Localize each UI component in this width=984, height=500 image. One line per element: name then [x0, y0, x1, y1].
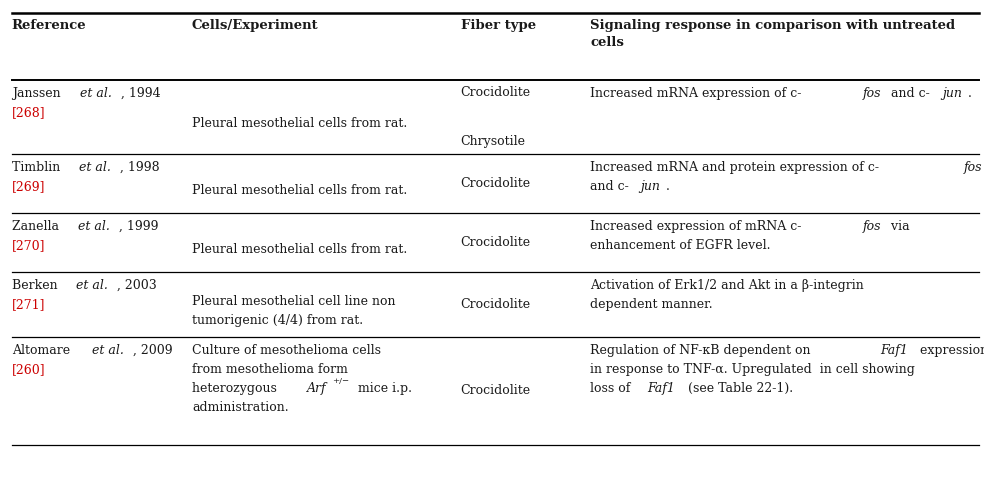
Text: fos: fos [863, 220, 882, 233]
Text: via: via [887, 220, 909, 233]
Text: heterozygous: heterozygous [192, 382, 280, 395]
Text: , 2003: , 2003 [117, 279, 156, 292]
Text: Regulation of NF-κB dependent on: Regulation of NF-κB dependent on [590, 344, 815, 357]
Text: Increased expression of mRNA c-: Increased expression of mRNA c- [590, 220, 802, 233]
Text: [269]: [269] [12, 180, 45, 193]
Text: [268]: [268] [12, 106, 45, 119]
Text: Increased mRNA expression of c-: Increased mRNA expression of c- [590, 87, 802, 100]
Text: from mesothelioma form: from mesothelioma form [192, 363, 347, 376]
Text: Janssen: Janssen [12, 87, 64, 100]
Text: et al.: et al. [76, 279, 107, 292]
Text: fos: fos [963, 161, 982, 174]
Text: Crocidolite: Crocidolite [461, 236, 530, 249]
Text: Cells/Experiment: Cells/Experiment [192, 19, 319, 32]
Text: Altomare: Altomare [12, 344, 74, 357]
Text: Reference: Reference [12, 19, 87, 32]
Text: Faf1: Faf1 [647, 382, 676, 395]
Text: Pleural mesothelial cells from rat.: Pleural mesothelial cells from rat. [192, 184, 407, 196]
Text: [260]: [260] [12, 363, 45, 376]
Text: et al.: et al. [78, 220, 109, 233]
Text: Timblin: Timblin [12, 161, 64, 174]
Text: and c-: and c- [590, 180, 629, 193]
Text: Zanella: Zanella [12, 220, 63, 233]
Text: .: . [666, 180, 670, 193]
Text: et al.: et al. [80, 161, 111, 174]
Text: +/−: +/− [332, 377, 349, 385]
Text: in response to TNF-α. Upregulated  in cell showing: in response to TNF-α. Upregulated in cel… [590, 363, 915, 376]
Text: Crocidolite

Chrysotile: Crocidolite Chrysotile [461, 86, 530, 148]
Text: (see Table 22-1).: (see Table 22-1). [684, 382, 793, 395]
Text: enhancement of EGFR level.: enhancement of EGFR level. [590, 239, 770, 252]
Text: [270]: [270] [12, 239, 45, 252]
Text: et al.: et al. [80, 87, 111, 100]
Text: Activation of Erk1/2 and Akt in a β-integrin: Activation of Erk1/2 and Akt in a β-inte… [590, 279, 864, 292]
Text: loss of: loss of [590, 382, 635, 395]
Text: Pleural mesothelial cell line non: Pleural mesothelial cell line non [192, 295, 396, 308]
Text: Crocidolite: Crocidolite [461, 384, 530, 397]
Text: dependent manner.: dependent manner. [590, 298, 713, 311]
Text: fos: fos [863, 87, 882, 100]
Text: Culture of mesothelioma cells: Culture of mesothelioma cells [192, 344, 381, 357]
Text: mice i.p.: mice i.p. [354, 382, 412, 395]
Text: Fiber type: Fiber type [461, 19, 535, 32]
Text: .: . [968, 87, 971, 100]
Text: jun: jun [641, 180, 660, 193]
Text: Berken: Berken [12, 279, 61, 292]
Text: jun: jun [942, 87, 962, 100]
Text: Arf: Arf [307, 382, 326, 395]
Text: , 1998: , 1998 [120, 161, 160, 174]
Text: Crocidolite: Crocidolite [461, 298, 530, 311]
Text: Pleural mesothelial cells from rat.: Pleural mesothelial cells from rat. [192, 117, 407, 130]
Text: [271]: [271] [12, 298, 45, 311]
Text: , 1994: , 1994 [121, 87, 160, 100]
Text: expression: expression [916, 344, 984, 357]
Text: Pleural mesothelial cells from rat.: Pleural mesothelial cells from rat. [192, 242, 407, 256]
Text: et al.: et al. [92, 344, 124, 357]
Text: Faf1: Faf1 [880, 344, 908, 357]
Text: Crocidolite: Crocidolite [461, 177, 530, 190]
Text: administration.: administration. [192, 401, 288, 414]
Text: and c-: and c- [887, 87, 930, 100]
Text: Increased mRNA and protein expression of c-: Increased mRNA and protein expression of… [590, 161, 880, 174]
Text: tumorigenic (4/4) from rat.: tumorigenic (4/4) from rat. [192, 314, 363, 327]
Text: , 2009: , 2009 [133, 344, 173, 357]
Text: Signaling response in comparison with untreated
cells: Signaling response in comparison with un… [590, 19, 955, 48]
Text: , 1999: , 1999 [119, 220, 158, 233]
